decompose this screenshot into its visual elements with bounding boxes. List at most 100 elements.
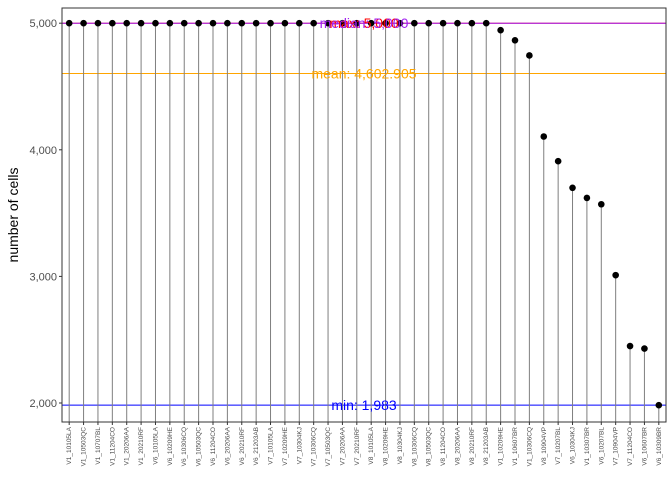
x-tick-label: V7_10105LA [268, 426, 275, 464]
x-tick-label: V1_10209HE [498, 426, 505, 465]
data-point [454, 19, 461, 27]
x-tick-label: V7_10304KJ [296, 427, 303, 464]
reference-label: min: 1,983 [331, 397, 397, 413]
x-tick-label: V8_10304KJ [397, 427, 404, 464]
reference-label: median: 5,000 [320, 15, 409, 31]
x-tick-label: V7_11204CO [627, 427, 634, 466]
x-tick-label: V6_21203AB [253, 427, 260, 465]
data-point [597, 200, 605, 208]
x-tick-label: V8_10904VP [541, 427, 548, 465]
x-tick-label: V8_10306CQ [411, 427, 418, 466]
y-axis: 2,000 3,000 4,000 5,000 [29, 18, 62, 410]
data-point [497, 26, 504, 34]
data-point [324, 19, 332, 27]
x-tick-label: V7_20206AA [339, 426, 346, 465]
x-tick-label: V8_10209HE [383, 426, 390, 465]
data-point [511, 36, 519, 44]
data-point [295, 19, 303, 27]
y-axis-title: number of cells [5, 168, 21, 263]
reference-lines [62, 22, 666, 406]
data-point [540, 133, 548, 140]
points [65, 19, 663, 409]
x-tick-label: V7_10904VP [613, 427, 620, 465]
data-point [641, 345, 648, 352]
x-tick-label: V1_11204CO [109, 427, 116, 466]
reference-label: max: 5,000 [329, 15, 398, 31]
x-tick-label: V1_10306CQ [526, 427, 533, 466]
stems [68, 23, 660, 422]
x-tick-label: V8_20206AA [454, 426, 461, 465]
x-tick-label: V7_10503QC [325, 427, 332, 467]
data-point [583, 194, 591, 202]
x-tick-label: V7_10209HE [282, 426, 289, 465]
data-point [655, 401, 663, 409]
data-point [152, 19, 159, 27]
y-tick-label: 5,000 [29, 18, 57, 30]
x-tick-label: V7_10207BL [555, 427, 562, 465]
data-point [439, 19, 447, 27]
data-point [367, 19, 375, 27]
data-point [137, 19, 145, 27]
x-tick-label: V8_21203AB [483, 427, 490, 465]
data-point [224, 19, 231, 27]
x-tick-label: V7_10306CQ [311, 427, 318, 466]
data-point [109, 19, 116, 27]
data-point [569, 184, 576, 192]
data-point [166, 19, 174, 27]
data-point [252, 19, 260, 27]
x-tick-label: V6_10304KJ [570, 427, 577, 464]
x-tick-label: V6_10607BR [641, 427, 648, 466]
x-tick-label: V8_20210RF [469, 427, 476, 465]
x-tick-label: V1_10105LA [66, 426, 73, 464]
x-tick-label: V6_11204CO [210, 427, 217, 466]
data-point [65, 19, 73, 27]
data-point [411, 19, 418, 27]
data-point [425, 19, 433, 27]
data-point [209, 19, 217, 27]
x-tick-label: V1_20210RF [138, 427, 145, 465]
x-tick-label: V1_10503QC [81, 427, 88, 467]
data-point [482, 19, 490, 27]
data-point [554, 157, 562, 165]
x-tick-label: V8_10503QC [426, 427, 433, 467]
x-tick-label: V6_10105LA [152, 426, 159, 464]
x-axis: V1_10105LA V1_10503QC V1_10707BL V1_11204CO… [66, 422, 663, 466]
x-tick-label: V6_10207BL [598, 427, 605, 465]
y-tick-label: 2,000 [29, 398, 57, 410]
data-point [626, 342, 634, 350]
x-tick-label: V8_11204CO [440, 427, 447, 466]
data-point [80, 19, 87, 27]
x-tick-label: V6_20210RF [239, 427, 246, 465]
data-point [382, 19, 389, 27]
x-tick-label: V1_10607BR [512, 427, 519, 466]
data-point [468, 19, 476, 27]
data-point [94, 19, 102, 27]
data-point [281, 19, 289, 27]
panel-border [61, 7, 667, 423]
x-tick-label: V6_10306CQ [181, 427, 188, 466]
data-point [238, 19, 246, 27]
x-tick-label: V1_20206AA [124, 426, 131, 465]
data-point [180, 19, 188, 27]
x-tick-label: V6_10209HE [167, 426, 174, 465]
data-point [353, 19, 361, 27]
x-tick-label: V8_10105LA [368, 426, 375, 464]
y-tick-label: 4,000 [29, 145, 57, 157]
x-tick-label: V1_10307BR [584, 427, 591, 466]
x-tick-label: V6_10503QC [196, 427, 203, 467]
data-point [612, 271, 619, 279]
y-tick-label: 3,000 [29, 271, 57, 283]
data-point [526, 52, 533, 59]
x-tick-label: V6_20206AA [224, 426, 231, 465]
x-tick-label: V7_20210RF [354, 427, 361, 465]
data-point [267, 19, 274, 27]
reference-label: mean: 4,602.905 [311, 65, 416, 81]
data-point [123, 19, 131, 27]
x-tick-label: V6_10309BR [656, 427, 663, 466]
data-point [310, 19, 317, 27]
data-point [195, 19, 202, 27]
data-point [396, 19, 404, 27]
x-tick-label: V1_10707BL [95, 427, 102, 465]
